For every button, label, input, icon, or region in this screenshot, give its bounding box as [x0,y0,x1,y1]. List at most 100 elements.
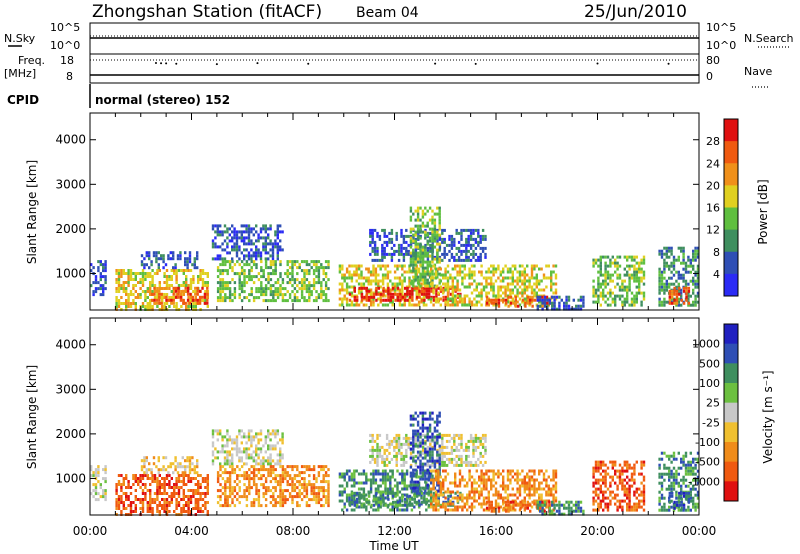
range-cell [264,236,267,240]
range-cell [308,480,311,484]
range-cell [687,258,690,262]
range-cell [414,209,417,213]
range-cell [533,282,536,286]
range-cell [180,290,183,293]
range-cell [99,278,102,282]
range-cell [345,300,349,304]
range-cell [429,463,432,467]
range-cell [444,303,447,307]
range-cell [511,273,514,277]
range-cell [675,295,679,299]
range-cell [425,497,428,501]
range-cell [429,490,433,494]
range-cell [341,264,344,268]
range-cell [267,432,270,436]
range-cell [372,481,375,485]
range-cell [409,423,413,427]
range-cell [351,491,354,495]
range-cell [240,230,243,234]
range-cell [305,489,309,493]
range-cell [539,304,542,308]
range-cell [609,273,612,277]
range-cell [97,269,100,273]
range-cell [420,298,424,302]
range-cell [438,471,441,475]
range-cell [523,279,526,283]
range-cell [177,286,180,290]
range-cell [122,507,125,510]
range-cell [231,465,234,469]
range-cell [182,477,185,480]
range-cell [156,272,159,275]
range-cell [226,432,229,436]
range-cell [439,285,442,289]
range-cell [206,296,209,299]
range-cell [497,285,500,289]
range-cell [320,281,323,285]
range-cell [175,281,178,284]
range-cell [443,433,446,437]
range-cell [390,228,394,232]
range-cell [187,477,190,480]
range-cell [221,465,225,469]
range-cell [521,300,524,304]
range-cell [264,239,267,243]
range-cell [579,298,583,302]
range-cell [238,495,241,499]
range-cell [187,498,190,501]
range-cell [255,498,258,502]
range-cell [300,296,304,300]
range-cell [134,504,137,507]
range-cell [461,282,464,286]
range-cell [269,224,272,228]
range-cell [259,447,263,451]
range-cell [322,468,325,472]
range-cell [127,281,130,284]
range-cell [403,472,406,476]
range-cell [694,258,697,262]
range-cell [286,489,289,493]
range-cell [470,300,474,304]
range-cell [431,248,434,252]
range-cell [426,269,429,273]
range-cell [327,287,330,291]
range-cell [94,486,98,490]
range-cell [269,459,272,463]
range-cell [405,487,409,491]
range-cell [219,290,222,294]
range-cell [206,301,209,305]
range-cell [404,292,407,296]
range-cell [393,249,396,253]
range-cell [248,468,251,472]
range-cell [604,267,607,271]
range-cell [360,292,364,296]
range-cell [224,293,227,297]
range-cell [279,263,282,267]
range-cell [129,302,133,305]
range-cell [231,257,234,261]
range-cell [257,278,261,282]
range-cell [677,270,680,274]
range-cell [375,289,378,293]
range-cell [132,272,135,275]
range-cell [274,269,277,273]
range-cell [445,451,449,455]
range-cell [293,287,297,291]
range-cell [663,282,666,286]
range-cell [441,463,444,467]
range-cell [552,264,555,268]
range-cell [388,460,391,464]
range-cell [436,251,439,255]
range-cell [175,483,178,486]
range-cell [274,474,277,478]
range-cell [457,433,461,437]
range-cell [470,303,474,307]
range-cell [274,489,277,493]
range-cell [405,472,409,476]
range-cell [553,298,556,302]
range-cell [115,486,118,489]
range-cell [221,248,224,252]
range-cell [438,255,442,259]
range-cell [308,272,311,276]
range-cell [151,498,154,501]
